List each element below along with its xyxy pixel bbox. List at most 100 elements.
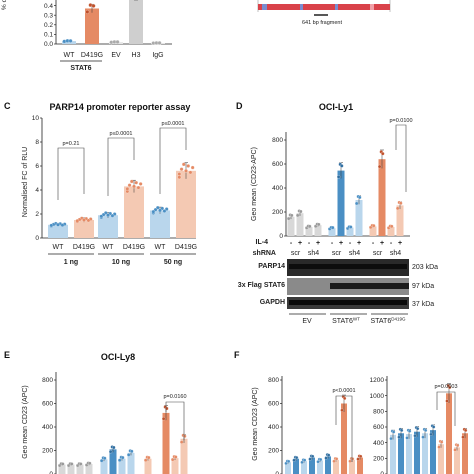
panel-c-bar xyxy=(176,170,196,238)
panel-c-point xyxy=(99,214,104,219)
top-left-cat-d419g: D419G xyxy=(81,52,103,59)
panel-c-point xyxy=(129,179,134,184)
panel-f-right-point xyxy=(453,448,457,452)
top-left-point xyxy=(115,40,120,44)
panel-f-right-point xyxy=(405,436,409,440)
panel-c-bracket-2 xyxy=(107,137,135,196)
panel-c: C PARP14 promoter reporter assay Normali… xyxy=(4,101,197,266)
panel-d-il4-sign: - xyxy=(290,240,293,247)
top-left-tick-label: 0.2 xyxy=(44,22,53,29)
panel-f-left-bar xyxy=(357,457,363,474)
panel-f-left-bar xyxy=(285,462,291,474)
panel-f-right-bar xyxy=(454,447,460,474)
panel-c-point xyxy=(184,168,188,173)
panel-d-bracket xyxy=(395,124,407,192)
panel-c-bar-label-4: D419G xyxy=(123,244,145,251)
top-left-bar xyxy=(62,41,76,44)
panel-f-right-bar xyxy=(430,430,436,474)
panel-f-right-tick-label: 0 xyxy=(380,471,384,474)
top-left-cat-igg: IgG xyxy=(152,52,163,59)
panel-e-point xyxy=(112,445,116,450)
panel-d-bar xyxy=(287,216,295,236)
panel-e-point xyxy=(179,440,184,444)
panel-f-right-point xyxy=(461,435,465,439)
panel-e-bar xyxy=(118,458,126,474)
panel-f-left-bar xyxy=(293,458,299,474)
panel-e-point xyxy=(174,455,178,459)
panel-e-point xyxy=(108,449,113,454)
panel-d-tick-label: 200 xyxy=(272,209,283,216)
panel-f-left-point xyxy=(311,454,315,458)
panel-f-left-point xyxy=(308,457,312,461)
panel-d-ylabel: Geo mean (CD23-APC) xyxy=(251,147,258,221)
panel-f: F Geo mean CD23 (APC) 0 200 400 600 800 0 200… xyxy=(234,350,468,474)
panel-d-group-ev: EV xyxy=(302,318,312,325)
panel-f-right-point xyxy=(397,435,401,439)
panel-f-left-tick-label: 600 xyxy=(268,401,279,408)
panel-f-right-bar xyxy=(414,431,420,474)
panel-f-left-bar xyxy=(309,457,315,474)
panel-e-point xyxy=(103,456,107,460)
panel-f-left-point xyxy=(340,408,344,412)
panel-f-left-tick-label: 800 xyxy=(268,377,279,384)
panel-d-shrna-value: scr xyxy=(373,250,383,257)
panel-c-pvalue-2: p≤0.0001 xyxy=(110,131,133,137)
panel-c-tick-label: 8 xyxy=(35,139,39,146)
panel-e-point xyxy=(70,462,74,466)
panel-f-left-tick-label: 400 xyxy=(268,424,279,431)
panel-f-letter: F xyxy=(234,350,240,360)
panel-f-left-point xyxy=(348,459,352,463)
panel-c-point xyxy=(125,187,130,191)
panel-c-tick-label: 0 xyxy=(35,235,39,242)
panel-f-right-tick-label: 1200 xyxy=(370,377,385,384)
panel-f-right-tick-label: 600 xyxy=(373,424,384,431)
panel-e-point xyxy=(121,455,125,460)
panel-e-tick-label: 200 xyxy=(42,448,53,455)
panel-d-il4-sign: - xyxy=(331,240,334,247)
panel-d-shrna-label: shRNA xyxy=(253,250,276,257)
panel-e-point xyxy=(117,458,122,462)
panel-f-left-tick-label: 200 xyxy=(268,448,279,455)
panel-f-left-point xyxy=(327,453,331,457)
blot-band-gapdh-signal xyxy=(289,300,407,305)
panel-d-bar xyxy=(387,227,395,236)
panel-f-left-point xyxy=(335,457,339,461)
panel-d-point xyxy=(308,224,312,229)
panel-f-right-point xyxy=(464,428,468,432)
panel-e-point xyxy=(165,406,169,411)
panel-d-il4-sign: + xyxy=(339,240,343,247)
panel-c-bar-label-6: D419G xyxy=(175,244,197,251)
panel-c-point xyxy=(110,213,115,218)
panel-c-point xyxy=(181,162,186,167)
top-left-point xyxy=(68,38,73,43)
panel-e-bar xyxy=(100,459,108,474)
panel-f-left-point xyxy=(287,459,291,464)
panel-f-left-point xyxy=(303,458,307,462)
panel-c-bar xyxy=(124,186,144,238)
panel-e-bar xyxy=(109,449,117,474)
panel-f-right-bar xyxy=(398,433,404,474)
panel-e-bracket xyxy=(165,401,185,440)
panel-f-right-bar xyxy=(390,434,396,474)
panel-c-point xyxy=(106,213,110,218)
top-left-group-label: STAT6 xyxy=(70,65,91,72)
panel-f-left-point xyxy=(324,456,328,460)
panel-d-il4-sign: - xyxy=(390,240,393,247)
panel-e-bar xyxy=(127,452,135,474)
panel-c-bar-label-1: WT xyxy=(53,244,65,251)
panel-e-tick-label: 0 xyxy=(49,471,53,474)
panel-d-shrna-value: scr xyxy=(291,250,301,257)
panel-e-bar xyxy=(162,412,170,474)
blot-kda-parp14: 203 kDa xyxy=(412,264,438,271)
panel-e-point xyxy=(170,457,175,462)
blot-kda-flag: 97 kDa xyxy=(412,283,434,290)
panel-f-left-bar xyxy=(325,456,331,474)
panel-c-pvalue-1: p=0.21 xyxy=(63,141,80,147)
panel-d-il4-sign: + xyxy=(398,240,402,247)
panel-e-bar xyxy=(171,458,179,474)
top-left-cat-wt: WT xyxy=(64,52,76,59)
panel-d-il4-sign: - xyxy=(308,240,311,247)
panel-d-point xyxy=(358,195,362,200)
panel-f-right-point xyxy=(456,443,460,448)
panel-e-point xyxy=(143,458,148,462)
